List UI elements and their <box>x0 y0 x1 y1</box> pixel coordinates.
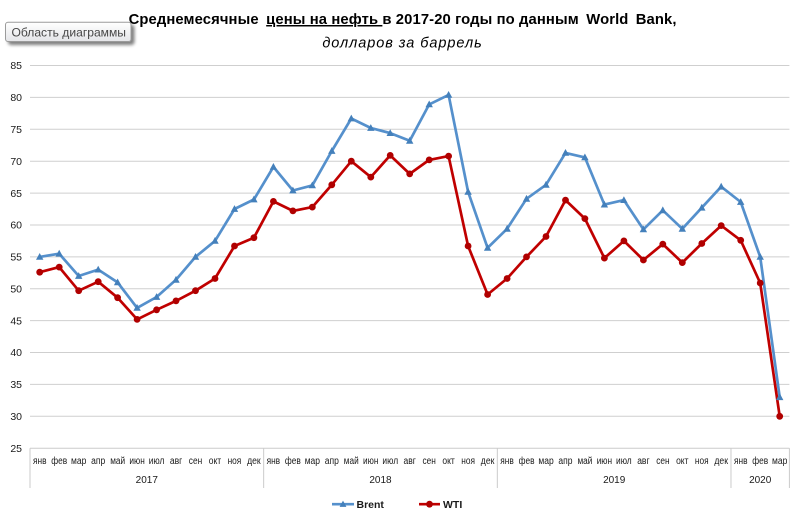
svg-text:60: 60 <box>10 220 22 232</box>
svg-text:55: 55 <box>10 252 22 264</box>
svg-text:окт: окт <box>209 456 222 467</box>
svg-text:сен: сен <box>423 456 436 467</box>
svg-text:янв: янв <box>267 456 281 467</box>
svg-text:ноя: ноя <box>228 456 242 467</box>
svg-text:65: 65 <box>10 188 22 200</box>
svg-text:45: 45 <box>10 315 22 327</box>
svg-text:Brent: Brent <box>357 499 385 511</box>
svg-text:фев: фев <box>51 455 67 467</box>
svg-text:ноя: ноя <box>461 456 475 467</box>
svg-text:мар: мар <box>538 456 554 467</box>
svg-text:дек: дек <box>247 456 261 467</box>
svg-text:авг: авг <box>170 456 183 467</box>
svg-text:40: 40 <box>10 347 22 359</box>
svg-text:окт: окт <box>442 456 455 467</box>
svg-text:янв: янв <box>500 456 514 467</box>
svg-text:мар: мар <box>305 456 321 467</box>
svg-text:70: 70 <box>10 156 22 168</box>
svg-text:75: 75 <box>10 124 22 136</box>
svg-text:май: май <box>578 456 593 467</box>
svg-text:янв: янв <box>33 456 47 467</box>
svg-text:окт: окт <box>676 456 689 467</box>
svg-text:авг: авг <box>637 456 650 467</box>
svg-text:дек: дек <box>481 456 495 467</box>
svg-text:50: 50 <box>10 283 22 295</box>
svg-text:янв: янв <box>734 456 748 467</box>
svg-text:фев: фев <box>285 455 301 467</box>
svg-text:35: 35 <box>10 379 22 391</box>
svg-text:июн: июн <box>129 456 144 467</box>
svg-text:сен: сен <box>656 456 669 467</box>
svg-text:фев: фев <box>519 455 535 467</box>
svg-text:30: 30 <box>10 411 22 423</box>
svg-text:июл: июл <box>149 456 165 467</box>
svg-text:WTI: WTI <box>443 499 462 511</box>
svg-text:2019: 2019 <box>603 475 626 486</box>
svg-text:25: 25 <box>10 443 22 455</box>
svg-text:апр: апр <box>91 456 105 467</box>
svg-text:мар: мар <box>71 456 87 467</box>
svg-text:май: май <box>110 456 125 467</box>
svg-text:апр: апр <box>325 456 339 467</box>
svg-text:июн: июн <box>597 456 612 467</box>
svg-text:сен: сен <box>189 456 202 467</box>
svg-text:Среднемесячные цены на нефть в: Среднемесячные цены на нефть в 2017-20 г… <box>129 12 677 28</box>
svg-text:авг: авг <box>404 456 417 467</box>
svg-text:долларов за баррель: долларов за баррель <box>322 36 482 52</box>
svg-text:июл: июл <box>382 456 398 467</box>
svg-text:фев: фев <box>752 455 768 467</box>
svg-text:85: 85 <box>10 60 22 72</box>
svg-text:2020: 2020 <box>749 475 772 486</box>
svg-text:80: 80 <box>10 92 22 104</box>
svg-text:июн: июн <box>363 456 378 467</box>
svg-text:ноя: ноя <box>695 456 709 467</box>
svg-text:апр: апр <box>558 456 572 467</box>
svg-text:Область диаграммы: Область диаграммы <box>12 26 127 40</box>
svg-text:мар: мар <box>772 456 788 467</box>
svg-text:дек: дек <box>714 456 728 467</box>
svg-text:май: май <box>344 456 359 467</box>
svg-text:2017: 2017 <box>136 475 159 486</box>
svg-text:2018: 2018 <box>369 475 392 486</box>
svg-text:июл: июл <box>616 456 632 467</box>
